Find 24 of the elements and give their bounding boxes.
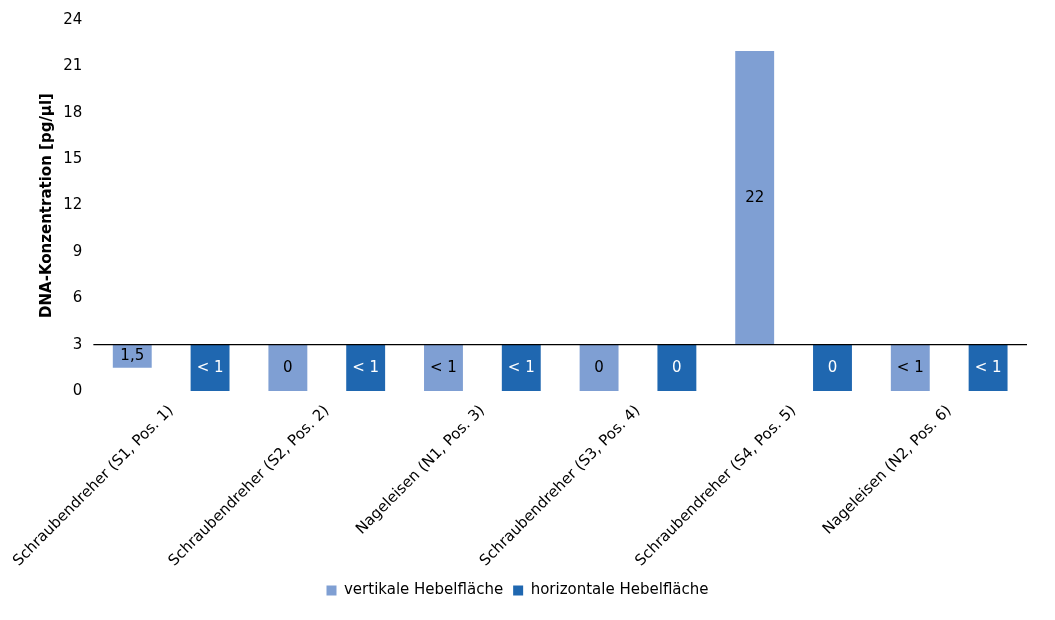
y-tick-label: 3 (72, 334, 83, 353)
data-label: < 1 (974, 357, 1002, 376)
y-tick-label: 15 (63, 149, 83, 168)
y-tick-label: 6 (72, 288, 83, 307)
legend-label: vertikale Hebelfläche (344, 580, 504, 599)
y-tick-label: 18 (63, 102, 83, 121)
data-label: < 1 (196, 357, 224, 376)
data-label: < 1 (352, 357, 380, 376)
y-tick-label: 12 (63, 195, 83, 214)
y-axis-title: DNA-Konzentration [pg/µl] (37, 93, 56, 318)
data-label: < 1 (430, 357, 457, 376)
legend-label: horizontale Hebelfläche (530, 580, 709, 599)
data-label: 22 (745, 187, 765, 206)
y-tick-label: 0 (72, 380, 83, 399)
data-label: 0 (594, 357, 604, 376)
data-label: 1,5 (120, 346, 145, 365)
data-label: 0 (672, 357, 682, 376)
y-tick-label: 9 (72, 241, 83, 260)
data-label: 0 (827, 357, 838, 376)
data-label: 0 (283, 357, 293, 376)
y-tick-label: 24 (63, 9, 83, 28)
y-tick-label: 21 (63, 56, 83, 75)
data-label: < 1 (896, 357, 924, 376)
data-label: < 1 (507, 357, 535, 376)
